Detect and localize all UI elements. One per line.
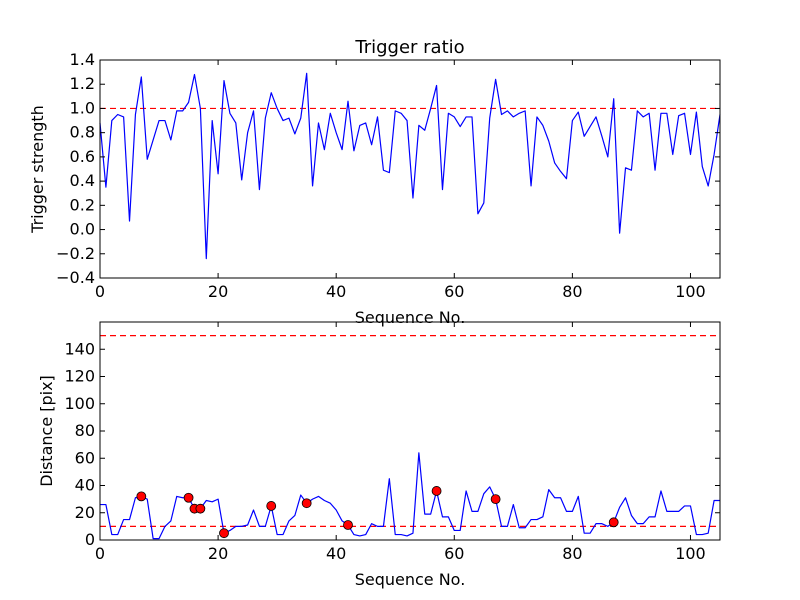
distance-chart: Sequence No. Distance [pix] 0 20 40 60 80 100… (37, 321, 721, 589)
y-tick-label: 0 (85, 530, 95, 549)
data-point (266, 501, 277, 511)
x-tick-label: 60 (444, 282, 464, 301)
data-point (183, 492, 194, 503)
y-tick-label: 60 (75, 448, 95, 467)
y-tick-label: 0.6 (70, 147, 95, 166)
y-tick-label: 0.2 (70, 195, 95, 214)
chart-title: Trigger ratio (354, 37, 464, 58)
x-axis-label: Sequence No. (355, 570, 466, 589)
y-tick-label: 1.0 (70, 98, 95, 117)
x-tick-label: 80 (562, 544, 582, 563)
y-tick-label: 40 (75, 476, 95, 495)
data-line (99, 72, 721, 260)
y-tick-label: −0.4 (56, 268, 95, 287)
y-tick-label: 1.2 (70, 74, 95, 93)
x-tick-label: 40 (326, 282, 346, 301)
y-axis-label: Trigger strength (28, 105, 47, 234)
x-tick-label: 0 (95, 282, 105, 301)
data-point (431, 486, 442, 496)
y-tick-label: −0.2 (56, 244, 95, 263)
data-point (490, 494, 501, 505)
x-tick-label: 60 (444, 544, 464, 563)
data-point (301, 498, 312, 509)
data-point (343, 520, 353, 530)
x-tick-label: 0 (95, 544, 105, 563)
y-tick-label: 0.4 (70, 171, 95, 190)
x-tick-label: 100 (675, 544, 706, 563)
x-tick-label: 100 (675, 282, 706, 301)
data-point (136, 491, 147, 502)
y-tick-label: 0.8 (70, 123, 95, 142)
trigger-ratio-chart: Trigger ratio Sequence No. Trigger stren… (28, 37, 721, 327)
data-line (100, 452, 720, 540)
x-tick-label: 40 (326, 544, 346, 563)
plot-frame (99, 59, 721, 279)
y-tick-label: 100 (64, 394, 95, 413)
y-axis-label: Distance [pix] (37, 375, 56, 487)
y-tick-label: 0.0 (70, 220, 95, 239)
y-tick-label: 120 (64, 367, 95, 386)
x-tick-label: 20 (208, 544, 228, 563)
y-tick-label: 80 (75, 421, 95, 440)
data-point (219, 528, 229, 539)
x-tick-label: 80 (562, 282, 582, 301)
x-tick-label: 20 (208, 282, 228, 301)
y-tick-label: 140 (64, 339, 95, 358)
data-point (195, 503, 206, 514)
x-axis-label: Sequence No. (355, 308, 466, 327)
y-tick-label: 1.4 (70, 50, 95, 69)
data-point (608, 517, 619, 528)
y-tick-label: 20 (75, 503, 95, 522)
